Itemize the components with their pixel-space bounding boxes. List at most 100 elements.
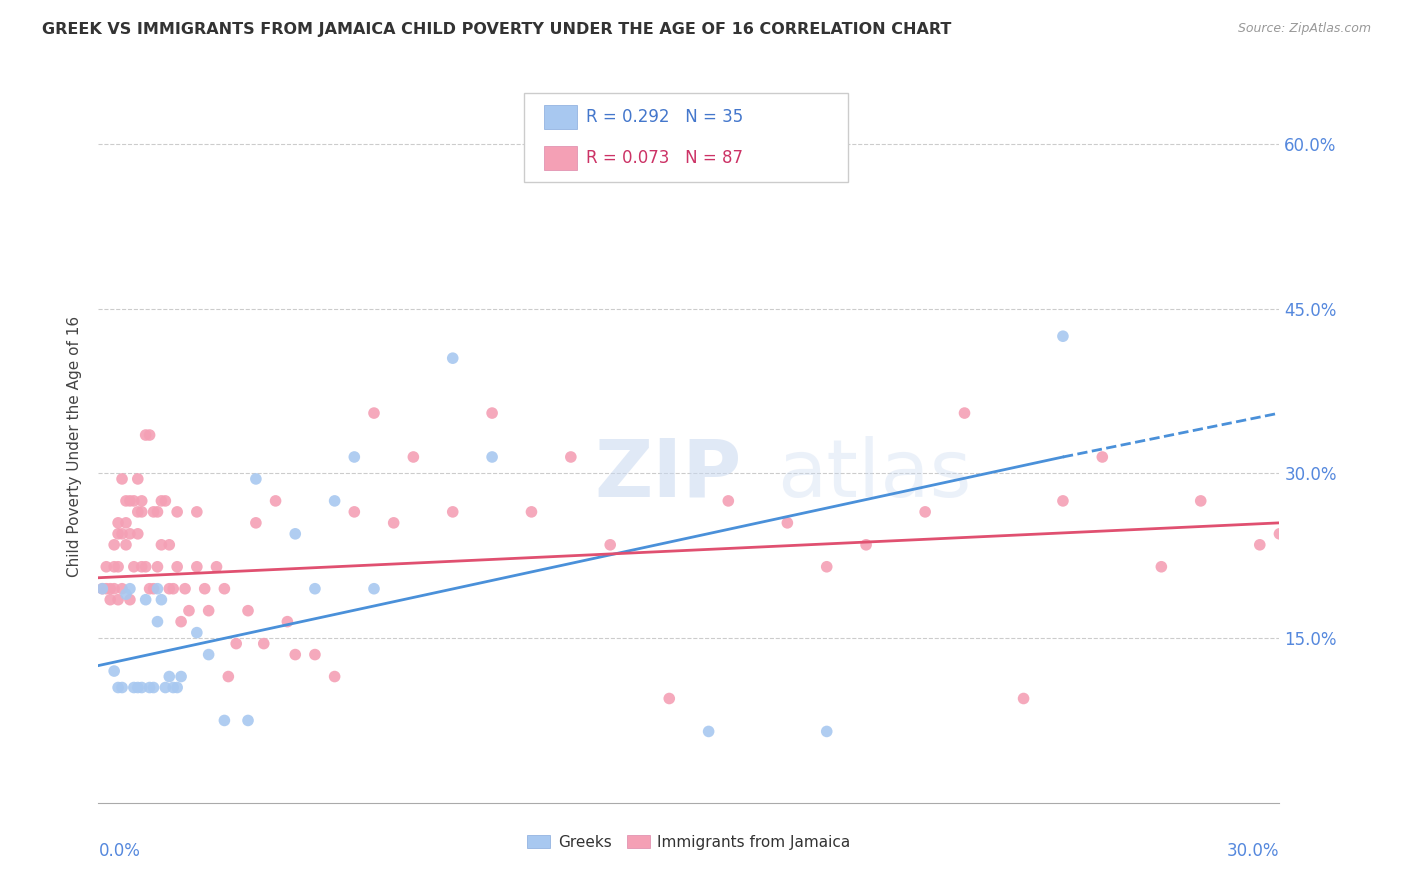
Point (236, 604, 259, 618)
Point (245, 516, 267, 530)
Point (142, 582, 165, 596)
Point (855, 538, 877, 552)
Point (253, 637, 276, 651)
Point (98, 592, 121, 607)
Point (1189, 494, 1212, 508)
Point (276, 615, 298, 629)
Point (127, 681, 149, 695)
Point (560, 450, 582, 464)
Point (103, 582, 125, 596)
Point (107, 592, 129, 607)
Point (697, 724, 720, 739)
Point (122, 494, 145, 508)
Point (166, 505, 188, 519)
Point (166, 559, 188, 574)
Point (111, 526, 134, 541)
Point (157, 669, 180, 683)
Point (186, 559, 208, 574)
Point (194, 582, 217, 596)
Point (135, 559, 157, 574)
Point (214, 582, 236, 596)
Point (138, 428, 160, 442)
Point (166, 681, 188, 695)
Point (953, 406, 976, 420)
Point (118, 592, 141, 607)
Point (122, 681, 145, 695)
Point (138, 582, 160, 596)
Point (382, 516, 405, 530)
Point (142, 505, 165, 519)
Point (914, 505, 936, 519)
Text: Source: ZipAtlas.com: Source: ZipAtlas.com (1237, 22, 1371, 36)
Point (815, 724, 838, 739)
Point (155, 494, 177, 508)
Point (343, 450, 366, 464)
Point (186, 625, 208, 640)
Point (103, 664, 125, 678)
Text: GREEK VS IMMIGRANTS FROM JAMAICA CHILD POVERTY UNDER THE AGE OF 16 CORRELATION C: GREEK VS IMMIGRANTS FROM JAMAICA CHILD P… (42, 22, 952, 37)
Point (174, 582, 197, 596)
Point (131, 681, 153, 695)
Point (118, 494, 141, 508)
Point (1012, 691, 1035, 706)
Point (217, 669, 239, 683)
Point (146, 582, 169, 596)
Point (815, 559, 838, 574)
Point (304, 582, 326, 596)
Point (131, 494, 153, 508)
Point (115, 494, 138, 508)
Point (157, 582, 180, 596)
Point (170, 669, 193, 683)
Text: 30.0%: 30.0% (1227, 842, 1279, 860)
Point (96, 559, 118, 574)
Point (520, 505, 543, 519)
Point (115, 516, 138, 530)
Point (1150, 559, 1173, 574)
Text: R = 0.073   N = 87: R = 0.073 N = 87 (586, 149, 744, 167)
Text: 0.0%: 0.0% (98, 842, 141, 860)
Point (96, 582, 118, 596)
Point (103, 559, 125, 574)
Point (146, 559, 169, 574)
Point (118, 526, 141, 541)
Point (481, 406, 503, 420)
Text: R = 0.292   N = 35: R = 0.292 N = 35 (586, 108, 744, 126)
Point (103, 538, 125, 552)
Point (776, 516, 799, 530)
Point (599, 538, 621, 552)
Point (146, 615, 169, 629)
Point (155, 681, 177, 695)
Text: atlas: atlas (778, 435, 972, 514)
Point (481, 450, 503, 464)
Point (131, 505, 153, 519)
Point (323, 494, 346, 508)
Point (1249, 538, 1271, 552)
FancyBboxPatch shape (523, 93, 848, 182)
Text: ZIP: ZIP (595, 435, 742, 514)
Point (363, 582, 385, 596)
Point (127, 472, 149, 486)
Point (225, 637, 247, 651)
Point (138, 681, 160, 695)
Point (402, 450, 425, 464)
Point (111, 472, 134, 486)
Point (197, 648, 219, 662)
Point (177, 604, 200, 618)
Point (135, 428, 157, 442)
Point (107, 681, 129, 695)
Point (1052, 329, 1074, 343)
Point (245, 472, 267, 486)
Bar (544, 105, 576, 128)
Point (115, 587, 138, 601)
Point (1091, 450, 1114, 464)
Point (150, 538, 173, 552)
Legend: Greeks, Immigrants from Jamaica: Greeks, Immigrants from Jamaica (522, 829, 856, 855)
Point (131, 559, 153, 574)
Point (115, 538, 138, 552)
Point (264, 494, 287, 508)
Point (162, 582, 184, 596)
Point (122, 559, 145, 574)
Point (162, 681, 184, 695)
Point (91, 582, 114, 596)
Point (186, 505, 208, 519)
